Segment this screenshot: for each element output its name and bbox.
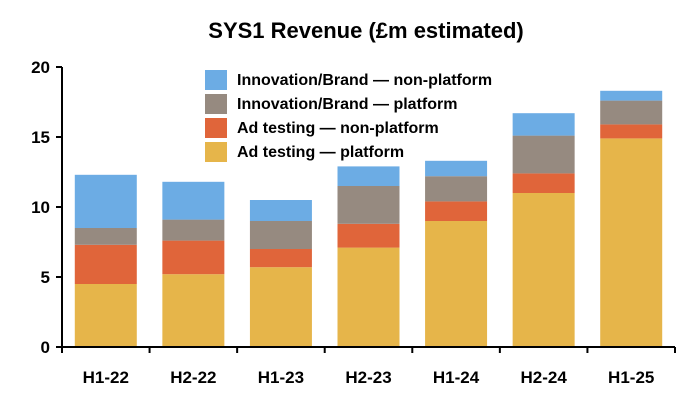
bar-segment-6-2 bbox=[512, 173, 575, 193]
bar-segment-2-1 bbox=[162, 274, 225, 347]
bar-segment-4-1 bbox=[337, 247, 400, 347]
bar-segment-1-2 bbox=[74, 244, 137, 284]
legend: Innovation/Brand — non-platform Innovatio… bbox=[205, 70, 492, 162]
bar-segment-4-2 bbox=[337, 223, 400, 248]
bar-segment-1-1 bbox=[74, 284, 137, 347]
legend-label-4: Ad testing — platform bbox=[237, 144, 404, 161]
legend-label-1: Innovation/Brand — non-platform bbox=[237, 72, 492, 89]
y-tick-label-4: 15 bbox=[31, 128, 50, 147]
x-tick-label-1: H1-22 bbox=[83, 368, 129, 387]
bar-segment-3-4 bbox=[249, 200, 312, 221]
y-tick-label-3: 10 bbox=[31, 198, 50, 217]
bar-segment-5-4 bbox=[425, 160, 488, 177]
bar-segment-7-2 bbox=[600, 124, 663, 139]
legend-label-3: Ad testing — non-platform bbox=[237, 120, 439, 137]
bar-segment-4-3 bbox=[337, 186, 400, 224]
bar-segment-3-2 bbox=[249, 249, 312, 268]
x-tick-label-5: H1-24 bbox=[433, 368, 480, 387]
x-tick-label-7: H1-25 bbox=[608, 368, 654, 387]
y-axis-ticks: 0 5 10 15 20 bbox=[31, 58, 62, 357]
chart-title: SYS1 Revenue (£m estimated) bbox=[208, 18, 523, 43]
x-axis-ticks: H1-22 H2-22 H1-23 H2-23 H1-24 H2-24 H1-25 bbox=[61, 347, 676, 387]
x-tick-label-4: H2-23 bbox=[345, 368, 391, 387]
bar-segment-2-4 bbox=[162, 181, 225, 220]
y-tick-label-2: 5 bbox=[41, 268, 50, 287]
bar-segment-7-3 bbox=[600, 100, 663, 125]
bar-segment-3-1 bbox=[249, 267, 312, 347]
bar-segment-1-4 bbox=[74, 174, 137, 228]
x-tick-label-6: H2-24 bbox=[520, 368, 567, 387]
bar-segment-2-3 bbox=[162, 219, 225, 241]
legend-swatch-1 bbox=[205, 70, 227, 90]
legend-swatch-4 bbox=[205, 142, 227, 162]
legend-swatch-3 bbox=[205, 118, 227, 138]
y-tick-label-5: 20 bbox=[31, 58, 50, 77]
bar-segment-6-4 bbox=[512, 113, 575, 136]
bar-segment-2-2 bbox=[162, 240, 225, 275]
x-tick-label-3: H1-23 bbox=[258, 368, 304, 387]
bar-segment-5-2 bbox=[425, 201, 488, 221]
bar-segment-3-3 bbox=[249, 221, 312, 249]
bar-segment-5-1 bbox=[425, 221, 488, 347]
legend-label-2: Innovation/Brand — platform bbox=[237, 96, 457, 113]
bar-segment-5-3 bbox=[425, 176, 488, 202]
bar-segment-7-1 bbox=[600, 138, 663, 347]
bar-segment-6-3 bbox=[512, 135, 575, 174]
bar-segment-4-4 bbox=[337, 166, 400, 186]
legend-swatch-2 bbox=[205, 94, 227, 114]
x-tick-label-2: H2-22 bbox=[170, 368, 216, 387]
bar-segment-7-4 bbox=[600, 90, 663, 101]
bar-group bbox=[74, 90, 663, 347]
bar-segment-6-1 bbox=[512, 193, 575, 347]
bar-segment-1-3 bbox=[74, 228, 137, 245]
y-tick-label-1: 0 bbox=[41, 338, 50, 357]
